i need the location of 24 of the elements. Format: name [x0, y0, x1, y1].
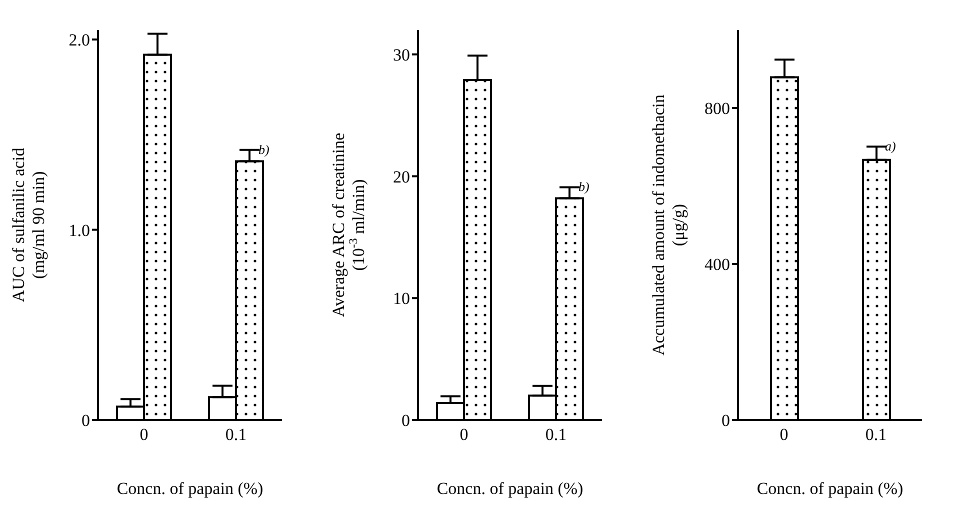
y-tick-label: 0 — [82, 411, 90, 430]
x-tick-label: 0.1 — [225, 425, 247, 444]
annotation: b) — [258, 142, 270, 157]
y-tick-label: 2.0 — [68, 30, 90, 50]
y-tick-label: 30 — [393, 45, 410, 64]
x-tick-label: 0 — [140, 425, 148, 444]
annotation: b) — [578, 179, 590, 194]
annotation: a) — [885, 138, 896, 154]
x-tick-label: 0 — [780, 425, 788, 444]
y-tick-label: 20 — [393, 167, 410, 186]
y-tick-label: 1.0 — [68, 220, 90, 240]
y-tick-label: 400 — [704, 255, 730, 274]
y-axis-title: AUC of sulfanilic acid (mg/ml 90 min) — [9, 147, 48, 302]
y-tick-label: 10 — [393, 289, 410, 308]
x-axis-title: Concn. of papain (%) — [756, 479, 904, 498]
x-tick-label: 0 — [460, 425, 468, 444]
x-tick-label: 0.1 — [865, 425, 887, 444]
x-tick-label: 0.1 — [545, 425, 567, 444]
y-tick-label: 0 — [722, 411, 730, 430]
y-axis-title: Accumulated amount of indomethacin (μg/g) — [649, 94, 688, 356]
y-tick-label: 800 — [704, 99, 730, 118]
y-tick-label: 0 — [402, 411, 410, 430]
x-axis-title: Concn. of papain (%) — [116, 479, 264, 498]
x-axis-title: Concn. of papain (%) — [436, 479, 584, 498]
